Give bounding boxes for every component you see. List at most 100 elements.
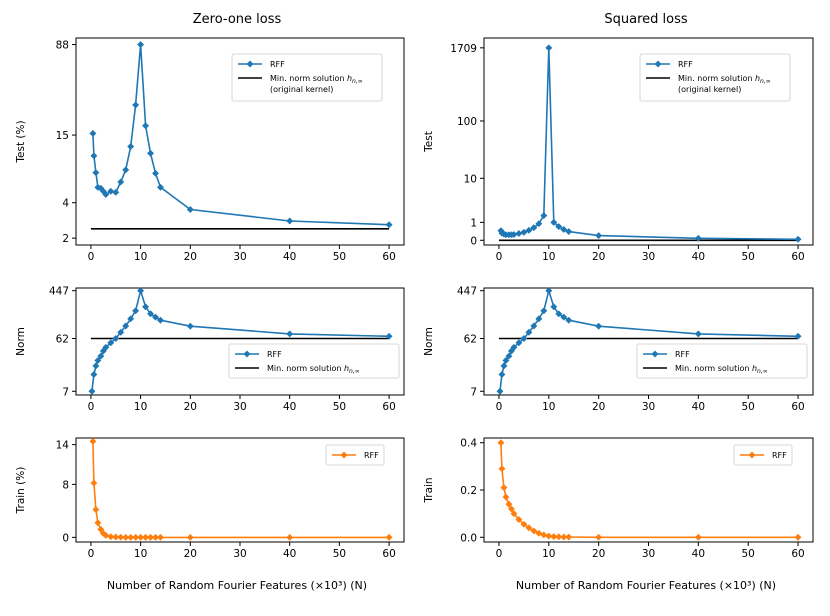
data-point <box>286 330 294 338</box>
x-tick-label: 10 <box>134 548 147 560</box>
data-point <box>89 437 97 445</box>
x-tick-label: 60 <box>791 548 804 560</box>
data-point <box>117 178 125 186</box>
data-point <box>146 533 155 541</box>
data-point <box>515 229 523 238</box>
y-tick-label: 10 <box>464 173 477 185</box>
data-point <box>525 524 533 532</box>
x-tick-label: 0 <box>88 401 95 413</box>
data-point <box>102 343 110 351</box>
data-point <box>385 332 393 340</box>
x-tick-label: 30 <box>233 548 246 560</box>
x-tick-label: 40 <box>692 401 705 413</box>
data-point <box>560 533 568 541</box>
data-point <box>540 212 548 220</box>
data-point <box>507 505 515 513</box>
data-point <box>122 533 130 541</box>
y-tick-label: 7 <box>470 386 477 398</box>
panel-norm01: 0 10 20 30 40 50 60 7 62 447 Norm RFF Min. norm solu… <box>15 286 405 413</box>
x-tick-label: 60 <box>382 251 395 263</box>
x-tick-label: 30 <box>233 401 246 413</box>
y-tick-label: 447 <box>49 286 69 298</box>
x-tick-label: 0 <box>496 401 503 413</box>
data-point <box>107 187 115 195</box>
title-squared-loss: Squared loss <box>604 12 687 27</box>
data-point <box>92 362 100 370</box>
axes-frame <box>483 287 814 396</box>
data-point <box>146 310 155 318</box>
legend-box <box>231 53 383 102</box>
data-point <box>530 322 538 330</box>
legend-rff-label: RFF <box>772 451 787 460</box>
data-point <box>545 532 553 540</box>
data-point <box>137 533 145 541</box>
y-tick-label: 1709 <box>450 43 477 55</box>
y-axis-label: Test <box>423 131 435 153</box>
data-point <box>565 533 573 541</box>
data-point <box>151 533 160 541</box>
data-point <box>540 307 548 315</box>
legend-box <box>639 53 791 102</box>
data-point <box>112 188 120 196</box>
data-point <box>156 316 165 324</box>
panel-testsq: 0 10 20 30 40 50 60 0 1 10 100 1709 Test RFF Min. norm… <box>423 37 814 263</box>
legend: RFF Min. norm solution hn,∞(original kern… <box>639 53 791 102</box>
data-point <box>122 166 130 174</box>
data-point <box>555 310 563 318</box>
legend-box <box>228 343 400 379</box>
data-point <box>535 220 543 228</box>
data-point <box>694 234 702 242</box>
data-point <box>107 533 115 541</box>
legend-min-norm-label: Min. norm solution hn,∞ <box>270 74 363 85</box>
data-point <box>142 303 150 311</box>
y-tick-label: 0.4 <box>460 438 477 450</box>
data-point <box>595 232 603 240</box>
data-point <box>90 152 98 160</box>
xlabel-left: Number of Random Fourier Features (×10³)… <box>107 579 367 592</box>
y-tick-label: 15 <box>56 130 69 142</box>
data-point <box>186 205 194 214</box>
axes-frame <box>75 287 405 396</box>
legend-rff-marker <box>654 60 662 68</box>
legend-rff-marker <box>651 350 659 358</box>
data-point <box>530 224 538 232</box>
data-point <box>385 533 393 541</box>
legend: RFF Min. norm solution hn,∞ <box>636 343 808 379</box>
panel-train01: 0 10 20 30 40 50 60 0 8 14 Train (%) RFF <box>15 437 405 560</box>
x-tick-label: 20 <box>592 401 605 413</box>
x-tick-label: 30 <box>642 251 655 263</box>
y-axis-label: Norm <box>423 327 435 356</box>
xlabel-right: Number of Random Fourier Features (×10³)… <box>516 579 776 592</box>
legend: RFF <box>733 444 793 466</box>
y-tick-label: 4 <box>62 198 69 210</box>
data-point <box>112 334 120 343</box>
data-point <box>112 533 120 541</box>
x-tick-label: 40 <box>692 251 705 263</box>
x-tick-label: 20 <box>184 548 197 560</box>
data-point <box>794 533 802 541</box>
data-point <box>565 316 573 324</box>
x-tick-label: 30 <box>642 548 655 560</box>
legend-rff-marker <box>748 451 756 459</box>
x-tick-label: 20 <box>592 548 605 560</box>
panel-test01: 0 10 20 30 40 50 60 2 4 15 88 Test (%) RFF Min. norm … <box>15 37 405 263</box>
data-point <box>89 129 97 137</box>
data-point <box>97 352 105 360</box>
x-tick-label: 30 <box>233 251 246 263</box>
data-point <box>510 343 518 351</box>
data-point <box>90 479 98 487</box>
y-axis-label: Train (%) <box>15 467 27 515</box>
legend: RFF Min. norm solution hn,∞(original kern… <box>231 53 383 102</box>
data-point <box>550 533 558 541</box>
x-tick-label: 60 <box>382 401 395 413</box>
data-point <box>186 322 194 330</box>
data-point <box>500 362 508 370</box>
y-tick-label: 0.2 <box>460 485 477 497</box>
y-tick-label: 8 <box>62 479 69 491</box>
data-point <box>142 533 150 541</box>
legend-min-norm-label: Min. norm solution hn,∞ <box>678 74 771 85</box>
data-point <box>107 339 115 347</box>
data-point <box>92 169 100 177</box>
data-point <box>142 122 150 130</box>
